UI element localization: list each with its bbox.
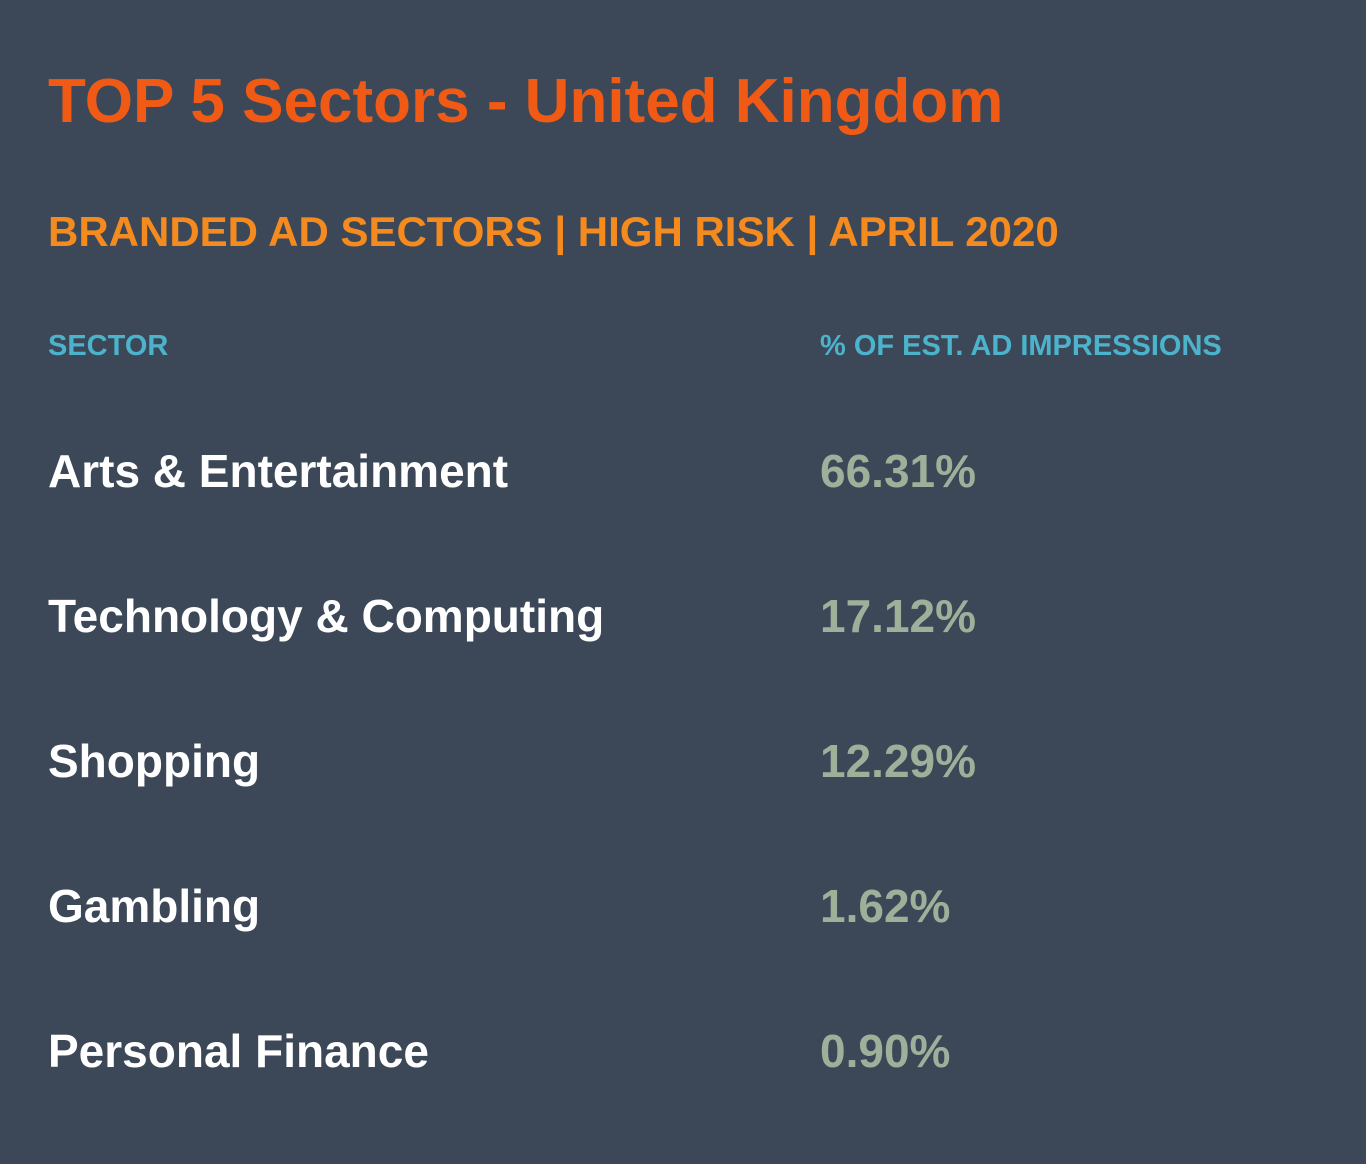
title: TOP 5 Sectors - United Kingdom	[48, 67, 1004, 136]
sector-name: Shopping	[48, 735, 261, 787]
impression-share: 0.90%	[820, 1025, 951, 1077]
impression-share: 12.29%	[820, 735, 977, 787]
impression-share: 66.31%	[820, 445, 977, 497]
sector-name: Technology & Computing	[48, 590, 605, 642]
sector-name: Arts & Entertainment	[48, 445, 509, 497]
sector-name: Gambling	[48, 880, 261, 932]
column-header: SECTOR	[48, 330, 169, 362]
column-header: % OF EST. AD IMPRESSIONS	[820, 330, 1222, 362]
impression-share: 17.12%	[820, 590, 977, 642]
sector-name: Personal Finance	[48, 1025, 429, 1077]
impression-share: 1.62%	[820, 880, 951, 932]
subtitle: BRANDED AD SECTORS | HIGH RISK | APRIL 2…	[48, 208, 1059, 255]
